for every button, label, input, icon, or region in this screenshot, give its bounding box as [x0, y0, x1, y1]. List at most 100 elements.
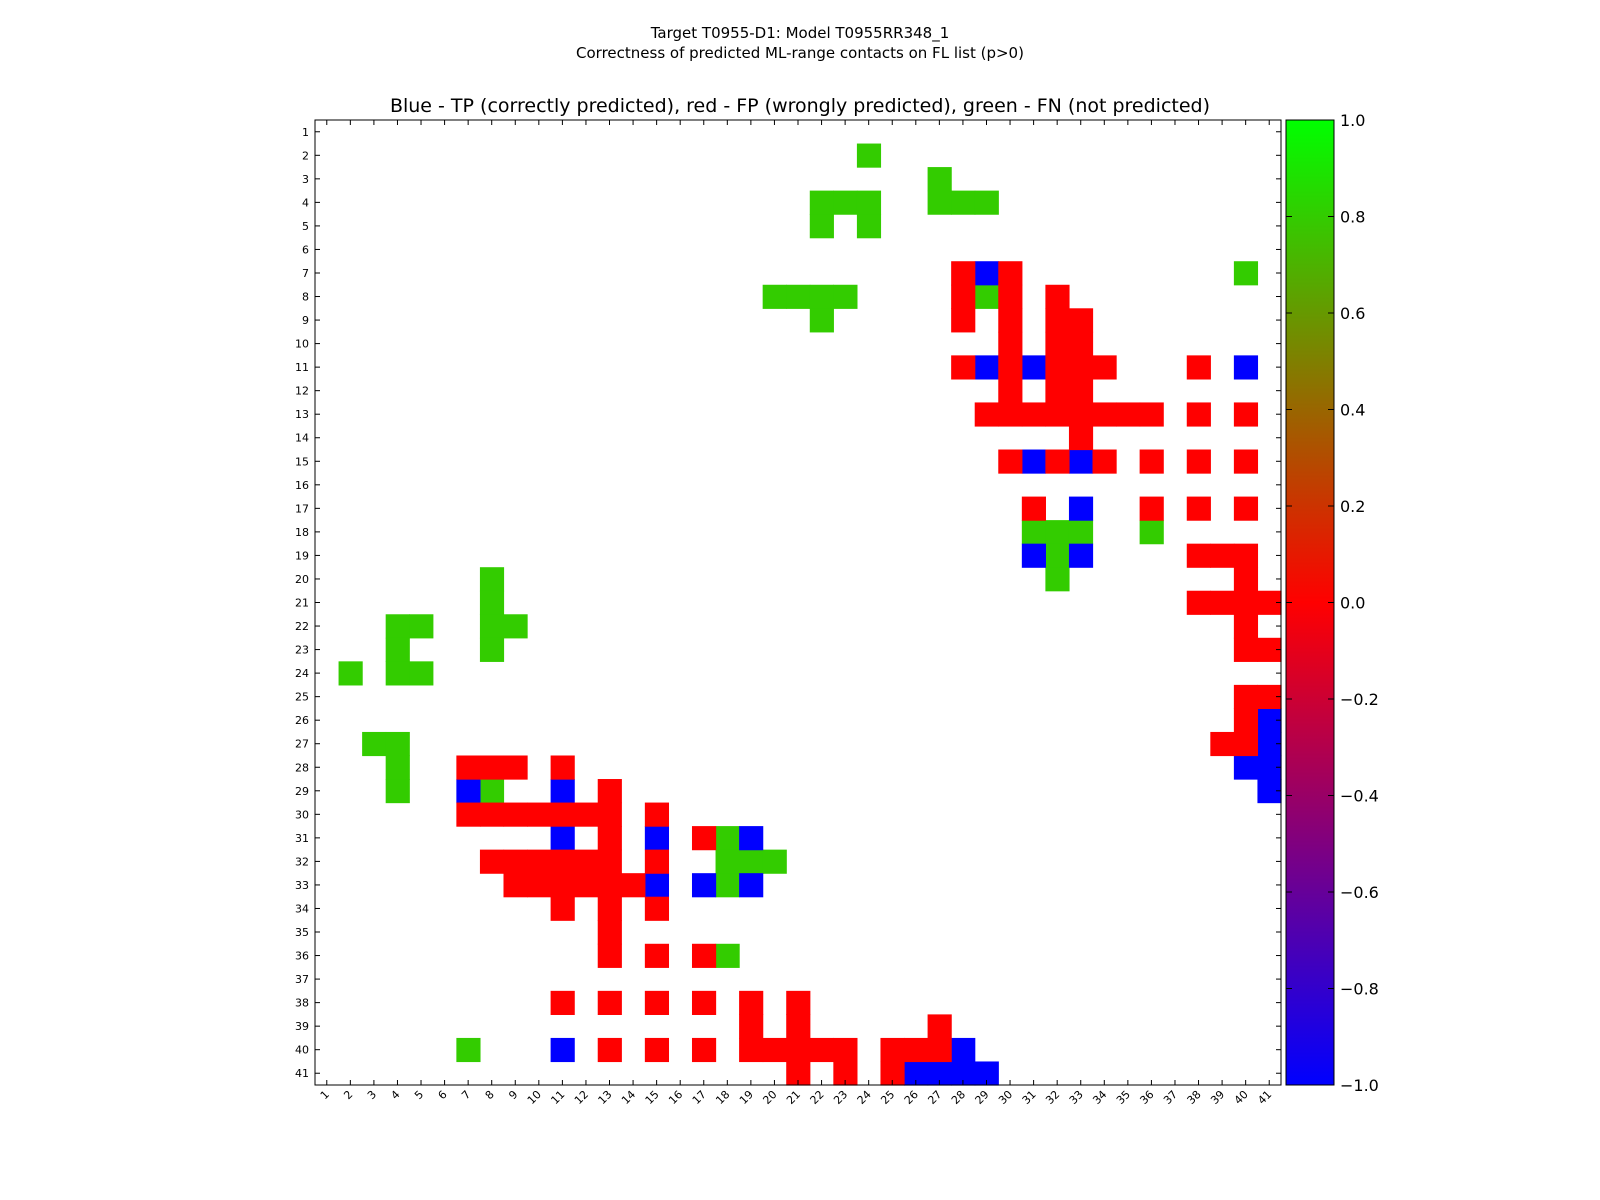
contact-cell-fp [1233, 708, 1259, 733]
contact-cell-tp [951, 1037, 976, 1063]
colorbar-tick-label: 0.4 [1340, 401, 1365, 420]
x-tick-label: 6 [436, 1088, 450, 1102]
y-tick-label: 40 [295, 1044, 309, 1057]
contact-cell-fp [1092, 449, 1117, 474]
x-tick-label: 22 [808, 1088, 827, 1107]
contact-cell-fp [597, 896, 622, 921]
contact-cell-fp [1092, 402, 1117, 427]
contact-cell-tp [1021, 543, 1046, 568]
contact-cell-fn [833, 284, 858, 309]
contact-cell-fp [1045, 355, 1070, 380]
contact-cell-fp [550, 849, 575, 874]
x-tick-label: 16 [666, 1088, 685, 1107]
contact-cell-fp [479, 849, 505, 874]
contact-cell-fp [1092, 355, 1117, 380]
contact-cell-fn [385, 637, 410, 662]
y-tick-label: 30 [295, 808, 309, 821]
y-tick-label: 25 [295, 691, 309, 704]
contact-cell-fp [739, 990, 764, 1015]
contact-cell-fn [479, 590, 505, 615]
contact-cell-fp [597, 920, 622, 945]
contact-cell-fp [550, 896, 575, 921]
contact-cell-tp [1068, 543, 1094, 568]
contact-cell-tp [1021, 449, 1046, 474]
contact-cell-fp [927, 1037, 952, 1063]
contact-cell-fp [1045, 284, 1070, 309]
contact-cell-fn [1021, 520, 1046, 545]
contact-cell-fp [644, 990, 670, 1015]
contact-cell-fp [527, 849, 552, 874]
contact-cell-fp [1233, 684, 1259, 710]
contact-cell-fn [809, 284, 834, 309]
contact-cell-fp [1186, 355, 1211, 380]
contact-cell-tp [550, 779, 575, 804]
contact-cell-fn [762, 284, 787, 309]
contact-cell-fp [503, 802, 528, 827]
contact-cell-fp [1186, 590, 1211, 615]
y-tick-label: 35 [295, 926, 309, 939]
contact-cell-fp [974, 402, 999, 427]
suptitle-line-2: Correctness of predicted ML-range contac… [576, 44, 1024, 62]
x-tick-label: 9 [506, 1088, 520, 1102]
contact-cell-fp [1068, 425, 1094, 451]
colorbar-tick-label: 1.0 [1340, 111, 1365, 130]
contact-cell-fp [597, 826, 622, 851]
x-tick-label: 7 [459, 1088, 473, 1102]
contact-cell-fn [856, 214, 882, 239]
y-tick-label: 11 [295, 361, 309, 374]
y-tick-label: 36 [295, 950, 309, 963]
x-tick-label: 35 [1114, 1088, 1133, 1107]
contact-cell-fp [1116, 402, 1141, 427]
contact-cell-fn [456, 1037, 481, 1063]
y-tick-label: 24 [295, 667, 309, 680]
x-tick-label: 29 [973, 1088, 992, 1107]
x-tick-label: 26 [902, 1088, 921, 1107]
contact-cell-fp [998, 331, 1023, 356]
contact-cell-fp [1210, 590, 1235, 615]
x-tick-label: 12 [572, 1088, 591, 1107]
contact-cell-fn [762, 849, 787, 874]
y-tick-label: 5 [302, 220, 309, 233]
contact-cell-fp [951, 308, 976, 333]
contact-cell-fp [597, 802, 622, 827]
y-tick-label: 10 [295, 338, 309, 351]
x-tick-label: 38 [1185, 1088, 1204, 1107]
contact-cell-fn [951, 190, 976, 215]
contact-cell-fp [786, 1014, 811, 1039]
contact-cell-fp [786, 990, 811, 1015]
x-tick-label: 31 [1020, 1088, 1039, 1107]
contact-cell-fp [644, 896, 670, 921]
contact-cell-fp [1233, 637, 1259, 662]
x-tick-label: 36 [1137, 1088, 1156, 1107]
contact-cell-fp [1233, 731, 1259, 757]
contact-cell-fn [479, 637, 505, 662]
contact-cell-fp [1186, 496, 1211, 521]
y-tick-label: 12 [295, 385, 309, 398]
contact-cell-fp [998, 284, 1023, 309]
contact-cell-fp [998, 378, 1023, 404]
contact-cell-fp [1210, 731, 1235, 757]
x-tick-label: 15 [643, 1088, 662, 1107]
contact-cell-fp [644, 943, 670, 968]
contact-cell-fp [691, 943, 717, 968]
contact-cell-fn [927, 190, 952, 215]
contact-cell-fp [621, 873, 646, 898]
contact-cell-tp [550, 826, 575, 851]
x-tick-label: 39 [1208, 1088, 1227, 1107]
contact-cell-fp [1233, 449, 1259, 474]
contact-cell-fn [1068, 520, 1094, 545]
contact-cell-fp [691, 1037, 717, 1063]
contact-cell-fn [715, 849, 740, 874]
contact-cell-fn [362, 731, 387, 757]
contact-cell-tp [1021, 355, 1046, 380]
x-tick-label: 2 [341, 1088, 355, 1102]
contact-cell-fn [739, 849, 764, 874]
contact-cell-fp [550, 755, 575, 780]
contact-cell-tp [456, 779, 481, 804]
colorbar-tick-label: 0.8 [1340, 208, 1365, 227]
contact-cell-fp [1186, 449, 1211, 474]
y-tick-label: 18 [295, 526, 309, 539]
contact-cell-tp [550, 1037, 575, 1063]
contact-cell-fn [809, 308, 834, 333]
